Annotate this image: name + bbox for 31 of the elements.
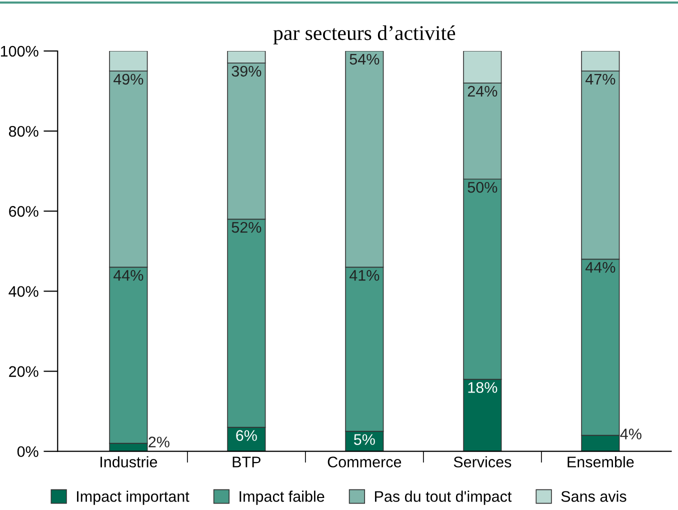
legend-label: Impact important (77, 490, 190, 505)
data-label: 5% (354, 434, 375, 445)
legend-label: Pas du tout d'impact (375, 490, 512, 505)
x-tick-label: Industrie (100, 456, 158, 468)
data-label: 49% (113, 74, 144, 85)
data-label: 39% (232, 66, 262, 77)
data-label: 47% (585, 74, 616, 85)
x-tick-label: BTP (232, 456, 260, 468)
chart-title: par secteurs d’activité (273, 25, 456, 44)
legend-label: Sans avis (561, 490, 626, 502)
data-label: 24% (468, 86, 498, 97)
data-label: 41% (349, 270, 380, 281)
y-tick-label: 20% (9, 366, 38, 377)
data-label: 6% (236, 430, 257, 441)
legend-label: Impact faible (240, 490, 324, 505)
data-label: 4% (620, 428, 642, 440)
data-label: 18% (468, 382, 498, 393)
y-tick-label: 60% (9, 206, 38, 217)
x-tick-label: Commerce (328, 456, 402, 468)
y-tick-label: 80% (8, 126, 38, 137)
y-tick-label: 100% (0, 46, 38, 57)
data-label: 2% (148, 436, 170, 448)
data-label: 44% (585, 262, 616, 273)
y-tick-label: 0% (17, 446, 38, 458)
x-tick-label: Ensemble (568, 456, 634, 468)
data-label: 44% (113, 270, 144, 281)
data-label: 54% (350, 54, 380, 65)
data-label: 52% (232, 222, 262, 233)
data-label: 50% (468, 182, 498, 193)
y-tick-label: 40% (8, 286, 38, 297)
x-tick-label: Services (454, 456, 512, 468)
